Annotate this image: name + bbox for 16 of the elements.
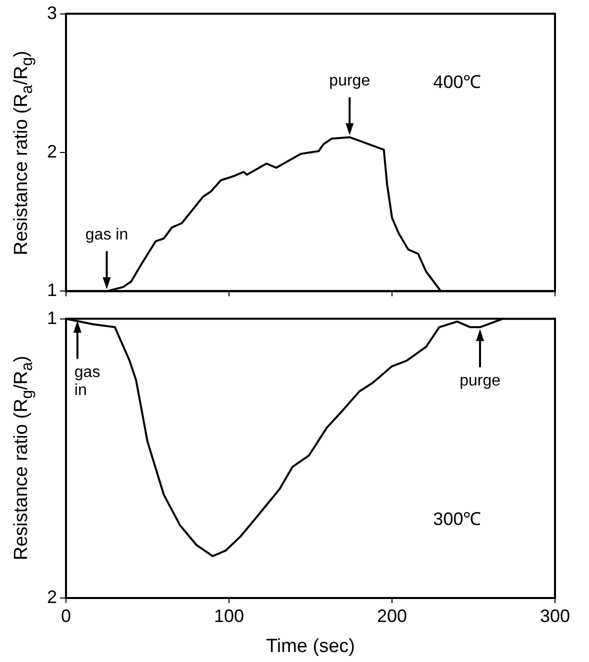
y-tick-label: 2 xyxy=(46,141,57,162)
x-tick-label: 0 xyxy=(60,606,72,626)
y-tick-label: 1 xyxy=(46,280,57,300)
annotation: 400℃ xyxy=(433,72,482,92)
x-axis-title: Time (sec) xyxy=(266,636,356,657)
annotation: gas in xyxy=(74,364,100,400)
x-tick-label: 300 xyxy=(540,606,570,626)
y-tick-label: 2 xyxy=(46,586,57,607)
x-tick-label: 200 xyxy=(376,606,408,626)
y-tick-label: 3 xyxy=(46,2,57,23)
annotation: purge xyxy=(460,372,501,390)
annotation: 300℃ xyxy=(433,508,482,529)
annotation: purge xyxy=(329,72,370,90)
y-tick-label: 1 xyxy=(46,308,57,328)
annotation: gas in xyxy=(85,226,128,244)
x-tick-label: 100 xyxy=(214,606,244,626)
